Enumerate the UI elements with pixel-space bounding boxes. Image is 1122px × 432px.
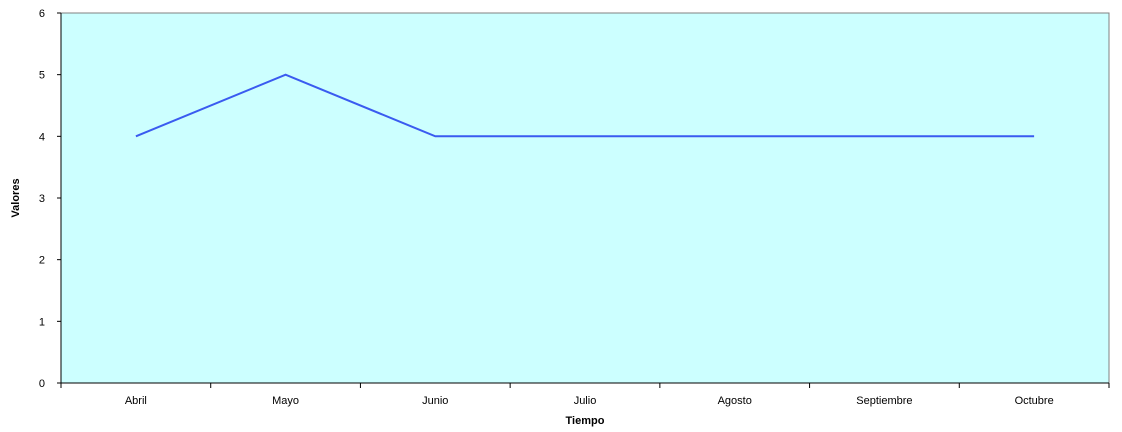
x-tick-label: Septiembre bbox=[856, 395, 912, 407]
y-tick-label: 0 bbox=[39, 378, 45, 390]
x-tick-label: Junio bbox=[422, 395, 448, 407]
x-tick-label: Mayo bbox=[272, 395, 299, 407]
y-tick-label: 3 bbox=[39, 193, 45, 205]
y-tick-label: 4 bbox=[39, 131, 45, 143]
plot-area bbox=[60, 12, 1110, 384]
y-axis-ticks: 0 1 2 3 4 5 6 bbox=[39, 8, 61, 390]
x-tick-label: Abril bbox=[125, 395, 147, 407]
x-axis-ticks: Abril Mayo Junio Julio Agosto Septiembre Octub… bbox=[60, 383, 1110, 407]
series-group bbox=[135, 73, 1035, 138]
y-tick-label: 2 bbox=[39, 255, 45, 267]
x-tick-label: Octubre bbox=[1015, 395, 1054, 407]
x-tick-label: Agosto bbox=[718, 395, 752, 407]
y-axis-title: Valores bbox=[10, 178, 22, 217]
y-tick-label: 6 bbox=[39, 8, 45, 20]
series-line bbox=[135, 73, 1035, 138]
x-tick-label: Julio bbox=[574, 395, 597, 407]
y-tick-label: 1 bbox=[39, 316, 45, 328]
y-tick-label: 5 bbox=[39, 70, 45, 82]
x-axis-title: Tiempo bbox=[566, 415, 605, 427]
